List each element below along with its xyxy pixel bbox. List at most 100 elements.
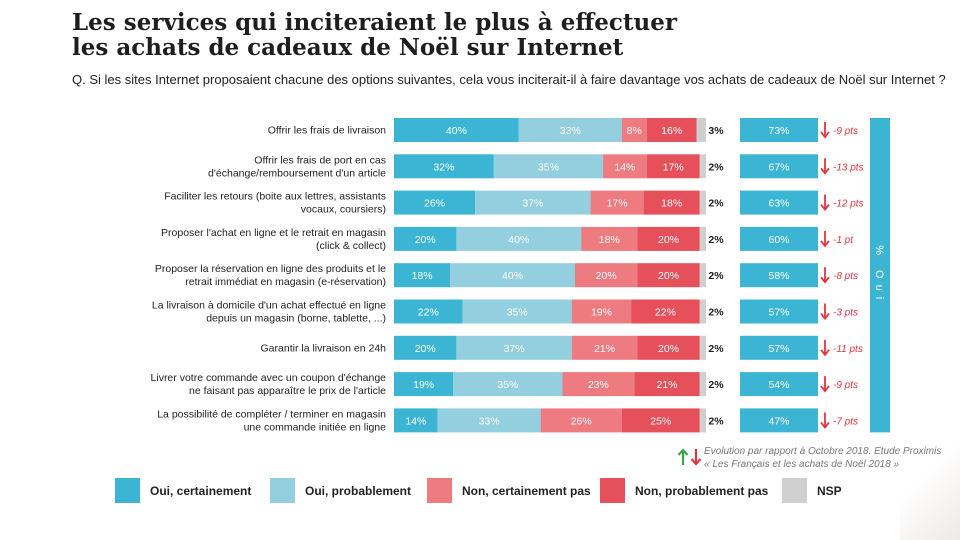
bar-value-label: 40% [446,125,467,137]
category-label-line: Proposer l'achat en ligne et le retrait … [161,227,386,239]
bar-segment [699,372,706,397]
bar-value-label: 20% [658,270,679,282]
evolution-label: -11 pts [833,344,863,355]
category-label-line: ne faisant pas apparaître le prix de l'a… [189,385,386,397]
category-label-line: depuis un magasin (borne, tablette, ...) [206,313,386,325]
category-label: Garantir la livraison en 24h [261,342,387,354]
bar-segment [456,226,582,251]
bar-value-label: 2% [708,379,724,391]
bar-value-label: 20% [658,343,679,355]
bar-value-label: 20% [658,234,679,246]
bar-value-label: 16% [661,125,682,137]
category-label-line: une commande initiée en ligne [244,421,387,433]
bar-value-label: 2% [708,270,724,282]
source-note: Evolution par rapport à Octobre 2018. Et… [704,445,954,471]
evolution-label: -8 pts [833,271,858,282]
bar-value-label: 32% [433,161,454,173]
page-corner-decoration [900,430,960,540]
bar-value-label: 26% [571,415,592,427]
bar-segment [646,154,700,179]
bar-value-label: 21% [656,379,677,391]
bar-segment [637,263,700,288]
oui-total-box [740,118,818,142]
category-label-line: retrait immédiat en magasin (e-réservati… [185,276,386,288]
bar-segment [453,372,563,397]
down-arrow-icon [820,421,830,429]
bar-value-label: 26% [424,198,445,210]
evolution-label: -3 pts [833,308,858,319]
bar-value-label: 2% [708,234,724,246]
bar-segment [394,263,451,288]
bar-segment [394,154,494,179]
bar-value-label: 18% [412,270,433,282]
survey-question: Q. Si les sites Internet proposaient cha… [72,72,946,87]
down-arrow-icon [820,385,830,393]
bar-value-label: 2% [708,343,724,355]
bar-value-label: 3% [708,125,724,137]
bar-value-label: 23% [588,379,609,391]
category-label: Livrer votre commande avec un coupon d'é… [151,372,387,397]
bar-value-label: 18% [599,234,620,246]
bar-value-label: 20% [415,234,436,246]
oui-total-box [740,335,818,360]
bar-segment [603,154,647,179]
evolution-label: -9 pts [833,126,858,137]
bar-segment [394,408,438,433]
bar-segment [637,335,700,360]
evolution-label: -1 pt [833,235,854,246]
bar-segment [574,263,638,288]
evolution-label: -7 pts [833,416,858,427]
oui-total-box [740,226,818,251]
bar-value-label: 35% [538,161,559,173]
bar-segment [394,372,454,397]
legend-label: Non, certainement pas [462,483,591,498]
oui-total-box [740,372,818,397]
bar-segment [699,299,706,324]
bar-segment [437,408,541,433]
category-label-line: d'échange/remboursement d'un article [208,167,386,179]
bar-value-label: 40% [508,234,529,246]
bar-value-label: 14% [614,161,635,173]
bar-value-label: 37% [504,343,525,355]
source-line-1: Evolution par rapport à Octobre 2018. Et… [704,446,942,457]
oui-total-box [740,190,818,215]
bar-segment [571,335,638,360]
category-label: Proposer la réservation en ligne des pro… [155,263,386,288]
oui-total-value: 58% [768,270,789,282]
bar-segment [621,118,647,142]
bar-segment [462,299,572,324]
down-arrow-icon [820,131,830,139]
oui-total-value: 57% [768,343,789,355]
bar-value-label: 40% [502,270,523,282]
bar-segment [581,226,638,251]
bar-segment [394,335,457,360]
bar-segment [562,372,635,397]
bar-value-label: 22% [655,307,676,319]
category-label-line: Offrir les frais de port en cas [254,154,386,166]
oui-total-value: 63% [768,198,789,210]
chart-title: Les services qui inciteraient le plus à … [72,10,772,60]
legend-item: Oui, probablement [270,478,411,503]
category-label-line: La livraison à domicile d'un achat effec… [152,300,386,312]
legend-label: NSP [817,483,842,498]
title-line-1: Les services qui inciteraient le plus à … [72,9,677,36]
bar-segment [518,118,622,142]
bar-value-label: 33% [560,125,581,137]
oui-total-value: 47% [768,415,789,427]
legend-swatch [782,478,807,503]
category-label: Offrir les frais de port en cas d'échange… [208,154,386,179]
bar-value-label: 18% [661,198,682,210]
bar-value-label: 21% [594,343,615,355]
bar-value-label: 22% [418,307,439,319]
legend-label: Non, probablement pas [635,483,769,498]
bar-segment [571,299,632,324]
evolution-arrows-icon [677,448,702,466]
oui-header-panel [870,118,890,433]
oui-total-box [740,299,818,324]
bar-value-label: 2% [708,415,724,427]
oui-total-box [740,408,818,433]
down-arrow-icon [820,240,830,248]
bar-value-label: 37% [522,198,543,210]
category-label: Faciliter les retours (boite aux lettres… [164,191,386,216]
